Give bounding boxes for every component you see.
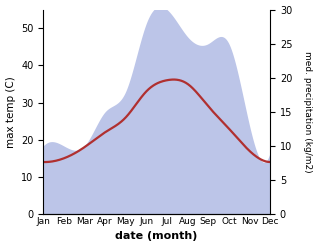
Y-axis label: med. precipitation (kg/m2): med. precipitation (kg/m2) [303,51,313,173]
X-axis label: date (month): date (month) [115,231,198,242]
Y-axis label: max temp (C): max temp (C) [5,76,16,148]
